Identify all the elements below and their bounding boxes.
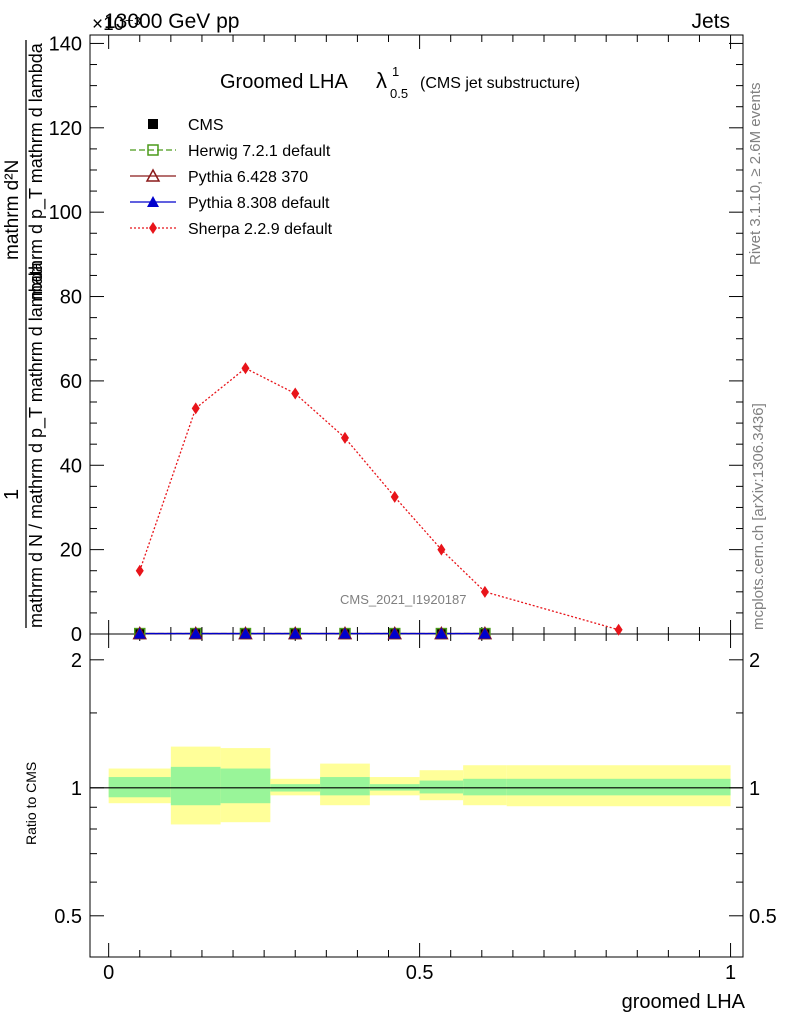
exponent-label: ×10⁻³ — [92, 14, 141, 35]
legend-label: Sherpa 2.2.9 default — [188, 221, 333, 238]
legend: CMS Herwig 7.2.1 default Pythia 6.428 370 P… — [130, 117, 333, 238]
y-tick-label: 120 — [49, 118, 82, 140]
series-line — [139, 367, 619, 631]
inner-band-bin — [463, 778, 507, 796]
legend-label: CMS — [188, 117, 224, 134]
category-label: Jets — [691, 10, 730, 33]
rivet-label: Rivet 3.1.10, ≥ 2.6M events — [747, 83, 764, 266]
title-lambda: λ — [376, 68, 387, 93]
legend-marker — [148, 119, 158, 129]
ratio-bands — [90, 746, 743, 825]
y-tick-label: 140 — [49, 33, 82, 55]
legend-marker — [147, 144, 159, 156]
inner-band-bin — [220, 768, 271, 804]
mcplots-label: mcplots.cern.ch [arXiv:1306.3436] — [750, 403, 767, 630]
title-main: Groomed LHA — [220, 71, 348, 93]
y-axis-label: 1 mathrm d²N mathrm d p_T mathrm d lambd… — [1, 40, 47, 628]
data-point — [435, 627, 448, 639]
inner-band-bin — [506, 778, 731, 796]
data-point — [614, 623, 623, 636]
main-title: Groomed LHA λ 1 0.5 (CMS jet substructur… — [220, 64, 580, 101]
inner-band-bin — [108, 777, 171, 798]
ratio-y-tick-label: 0.5 — [54, 906, 82, 928]
ratio-y-tick-label-right: 0.5 — [749, 906, 777, 928]
data-point — [480, 585, 489, 598]
ratio-axis-ticks: 0.5 0.5 1 1 2 2 0 0.5 1 — [54, 634, 777, 984]
ratio-y-tick-label: 1 — [71, 778, 82, 800]
data-point — [291, 387, 300, 400]
ylabel-numerator: 1 — [1, 489, 23, 500]
y-tick-label: 0 — [71, 624, 82, 646]
data-point — [189, 627, 202, 639]
ratio-y-tick-label-right: 1 — [749, 778, 760, 800]
data-point — [388, 627, 401, 639]
ylabel-top: mathrm d²N — [2, 160, 23, 260]
title-note: (CMS jet substructure) — [420, 75, 580, 92]
inner-band-bin — [419, 780, 464, 794]
data-point — [437, 543, 446, 556]
inner-band-bin — [170, 766, 221, 806]
data-point — [239, 627, 252, 639]
x-tick-label: 1 — [725, 962, 736, 984]
data-point — [289, 627, 302, 639]
ylabel-denominator: mathrm d N / mathrm d p_T mathrm d lambd… — [26, 261, 47, 628]
data-point — [135, 564, 144, 577]
ylabel-mid: mathrm d p_T mathrm d lambda — [26, 42, 47, 300]
title-sub: 0.5 — [390, 86, 408, 101]
legend-marker — [149, 222, 157, 234]
x-tick-label: 0.5 — [406, 962, 434, 984]
x-tick-label: 0 — [103, 962, 114, 984]
ratio-y-tick-label-right: 2 — [749, 650, 760, 672]
data-point — [191, 402, 200, 415]
title-sup: 1 — [392, 64, 399, 79]
y-tick-label: 40 — [60, 455, 82, 477]
inner-band-bin — [320, 777, 370, 796]
ratio-ylabel: Ratio to CMS — [23, 762, 39, 845]
ratio-y-tick-label: 2 — [71, 650, 82, 672]
y-tick-label: 100 — [49, 202, 82, 224]
y-tick-label: 80 — [60, 287, 82, 309]
data-point — [340, 431, 349, 444]
data-point — [478, 627, 491, 639]
legend-marker — [145, 168, 161, 182]
data-point — [241, 362, 250, 375]
x-axis-label: groomed LHA — [622, 991, 746, 1013]
y-tick-label: 60 — [60, 371, 82, 393]
legend-marker — [147, 196, 159, 207]
legend-label: Pythia 6.428 370 — [188, 169, 308, 186]
y-tick-label: 20 — [60, 540, 82, 562]
watermark: CMS_2021_I1920187 — [340, 592, 467, 607]
data-point — [390, 490, 399, 503]
energy-label: 13000 GeV pp — [104, 10, 239, 33]
series-layer — [132, 362, 623, 640]
legend-label: Pythia 8.308 default — [188, 195, 330, 212]
data-point — [338, 627, 351, 639]
data-point — [133, 627, 146, 639]
legend-label: Herwig 7.2.1 default — [188, 143, 331, 160]
main-axis-ticks: 0 20 40 60 80 100 120 140 — [49, 33, 743, 646]
